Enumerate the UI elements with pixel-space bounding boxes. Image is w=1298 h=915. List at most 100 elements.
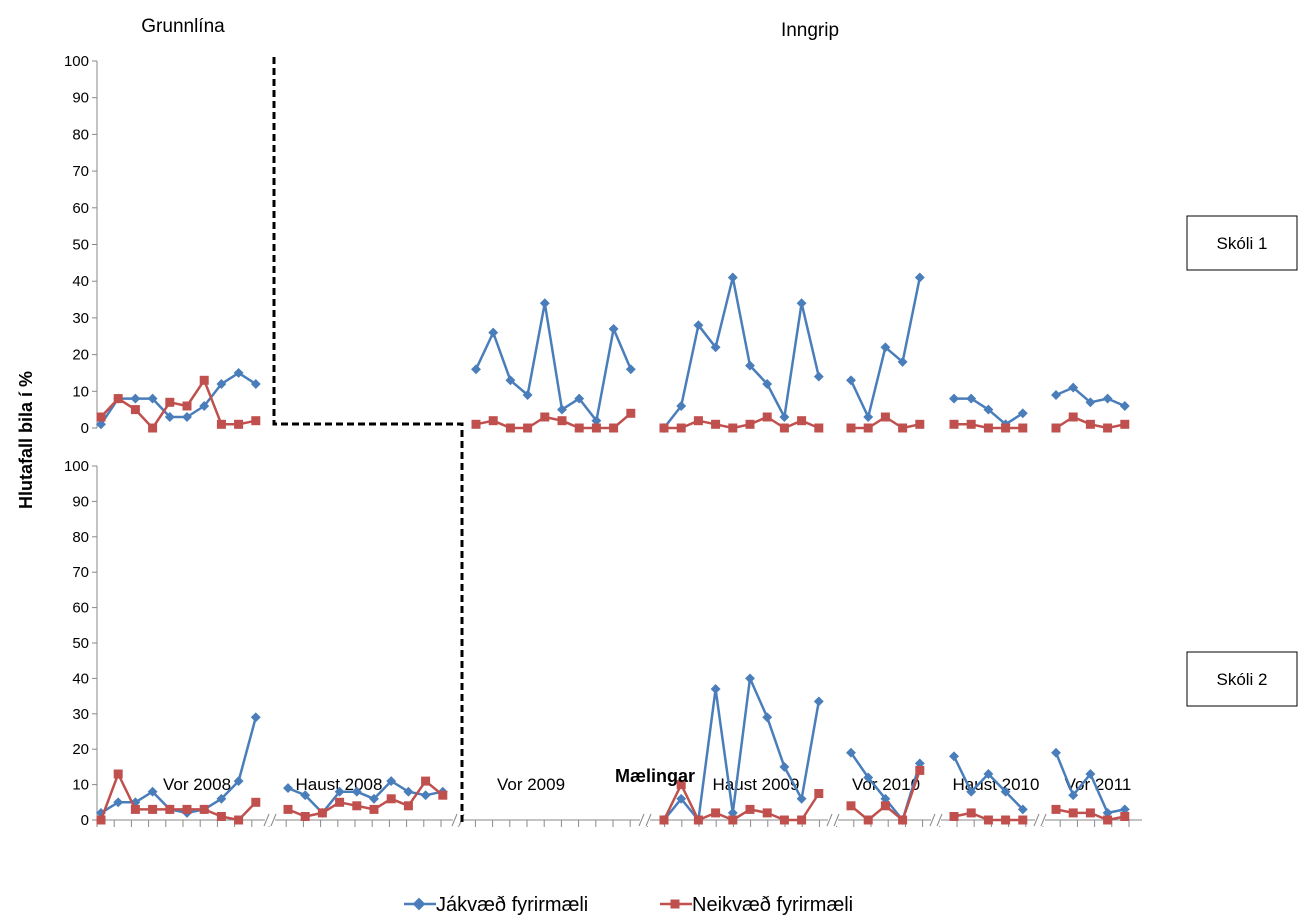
data-point-negative [421,776,431,786]
data-point-positive [1102,807,1113,818]
data-point-negative [591,423,601,433]
data-point-positive [745,673,755,684]
data-point-negative [779,815,789,825]
series-negative [96,765,1130,825]
data-point-positive [779,761,790,772]
data-point-negative [863,815,873,825]
axis-break-mark [645,813,652,827]
data-point-positive [1051,390,1061,400]
y-tick-label: 0 [81,812,89,829]
data-point-positive [745,360,755,371]
axis-break-mask [265,814,275,826]
y-tick-label: 50 [72,237,89,254]
data-point-positive [762,712,773,723]
data-point-positive [779,412,790,422]
data-point-negative [182,804,192,814]
data-point-positive [676,401,687,411]
data-point-positive [334,786,345,797]
data-point-positive [983,769,994,779]
data-point-positive [522,390,533,400]
data-point-positive [727,272,738,283]
data-point-negative [814,789,824,798]
data-point-positive [1102,393,1113,404]
axes: 0 10 20 30 40 50 60 70 80 90 100 0 10 20 30 40 50 60 70 80 9… [64,53,1142,829]
data-point-negative [1085,419,1095,429]
data-point-negative [779,423,789,433]
data-point-positive [539,298,550,309]
panel-2-series [96,673,1130,825]
data-point-positive [846,747,856,758]
data-point-positive [505,375,516,386]
axis-break-mark [936,813,943,827]
data-point-positive [693,320,704,331]
x-category-label: Vor 2010 [852,775,920,794]
data-point-positive [863,412,874,422]
data-point-positive [1000,786,1011,797]
data-point-positive [233,776,244,787]
legend: Jákvæð fyrirmæli Neikvæð fyrirmæli [404,894,853,915]
y-tick-label: 60 [72,600,89,617]
x-axis-title: Mælingar [615,766,695,786]
data-point-negative [199,804,209,814]
y-tick-label: 30 [72,706,89,723]
data-point-negative [96,815,106,825]
axis-break-mark [638,813,645,827]
data-point-negative [216,812,226,821]
series-positive [96,272,1130,433]
y-tick-label: 50 [72,635,89,652]
data-point-positive [1068,790,1079,801]
panel-label-school-2: Skóli 2 [1186,651,1298,707]
data-point-positive [1119,804,1130,815]
data-point-negative [898,815,908,825]
y-tick-label: 40 [72,273,89,290]
series-line [475,412,632,430]
data-point-negative [1120,419,1130,429]
y-tick-label: 40 [72,670,89,687]
data-point-negative [283,804,293,814]
data-point-negative [915,765,925,775]
series-line [664,415,820,430]
data-point-positive [574,393,585,404]
data-point-negative [659,423,669,433]
data-point-negative [797,416,807,426]
series-layer [96,272,1130,825]
data-point-positive [710,684,721,694]
data-point-negative [1103,423,1113,433]
data-point-negative [711,419,721,429]
data-point-negative [915,419,925,429]
y-axis-title: Hlutafall bila í % [16,371,36,509]
data-point-positive [914,272,925,283]
data-point-negative [335,797,345,807]
data-point-negative [711,808,721,818]
panel-1-series [96,272,1130,433]
data-point-negative [148,423,158,433]
data-point-negative [574,423,584,433]
y-tick-label: 90 [72,493,89,510]
baseline-phase-label: Grunnlína [141,16,225,37]
data-point-positive [625,364,636,375]
data-point-negative [797,815,807,825]
data-point-positive [727,807,738,818]
series-line [662,783,820,822]
data-point-negative [1085,808,1095,818]
data-point-negative [1103,815,1113,825]
legend-label-negative: Neikvæð fyrirmæli [692,894,853,915]
axis-break-mask [1035,814,1045,826]
axis-break-mark [826,813,833,827]
data-point-positive [863,772,874,783]
data-point-negative [369,804,379,814]
data-point-positive [813,696,824,707]
series-negative [96,375,1130,433]
data-point-positive [1017,804,1028,815]
series-line [474,301,632,422]
y-tick-label: 10 [72,777,89,794]
data-point-negative [471,419,481,429]
data-point-negative [846,423,856,433]
data-point-positive [591,415,602,426]
data-point-negative [96,412,106,422]
data-point-negative [165,397,175,407]
data-point-negative [1068,808,1078,818]
axis-break-mark [451,813,458,827]
legend-marker-positive [412,897,426,911]
data-point-positive [130,393,141,404]
